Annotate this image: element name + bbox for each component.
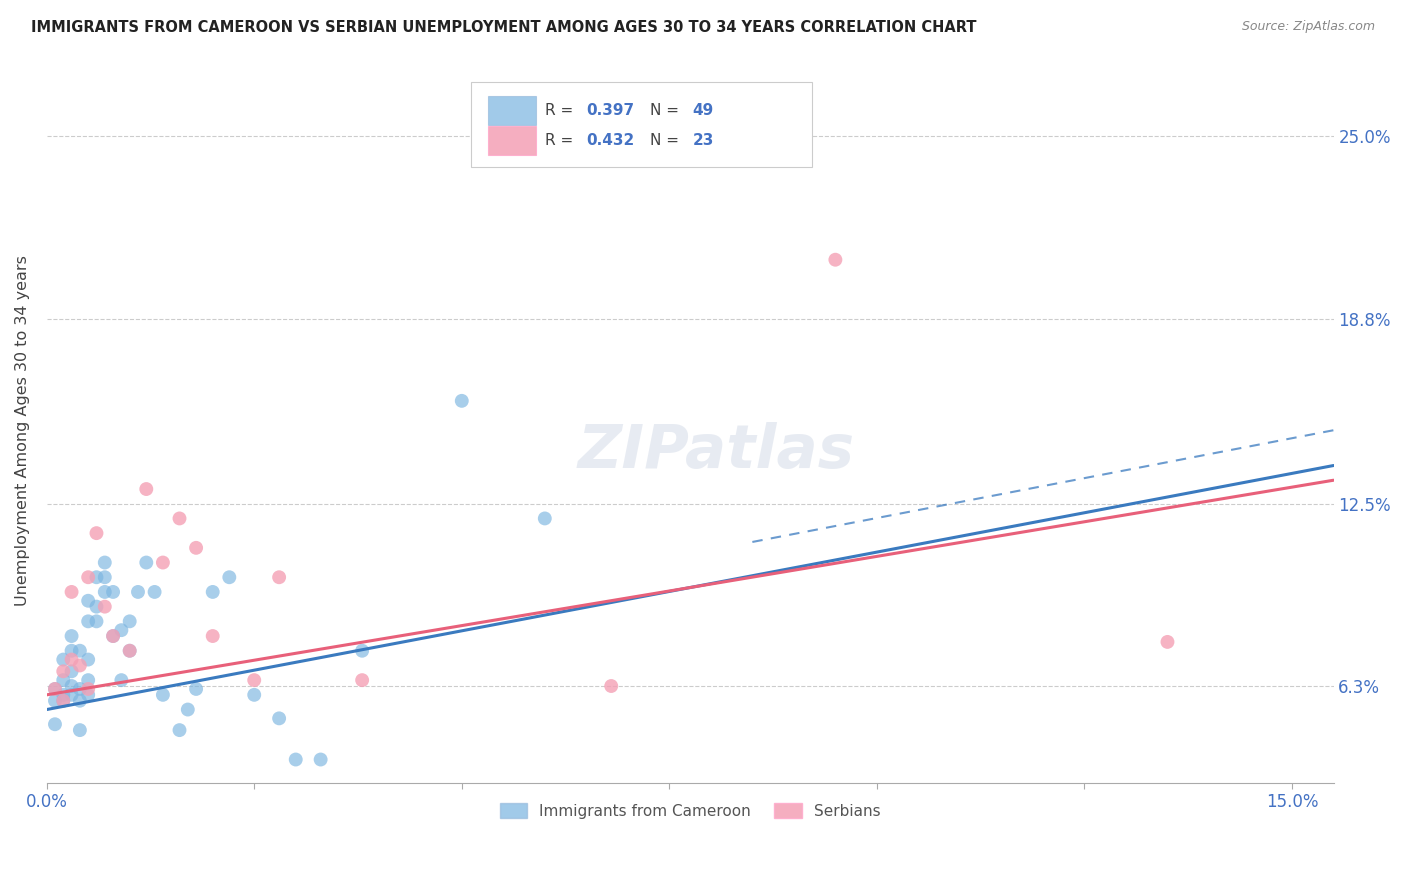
Point (118, 615, 141, 629)
Point (60, 644, 83, 658)
Text: ZIPatlas: ZIPatlas (578, 422, 855, 481)
Y-axis label: Unemployment Among Ages 30 to 34 years: Unemployment Among Ages 30 to 34 years (15, 255, 30, 606)
Point (52, 665, 75, 679)
Point (243, 673, 266, 687)
Point (600, 679, 623, 693)
Point (184, 541, 207, 555)
Point (152, 556, 174, 570)
Point (60, 652, 83, 666)
Text: Source: ZipAtlas.com: Source: ZipAtlas.com (1241, 20, 1375, 33)
Point (44, 681, 66, 696)
Point (169, 723, 191, 738)
Legend: Immigrants from Cameroon, Serbians: Immigrants from Cameroon, Serbians (494, 797, 887, 825)
Point (110, 623, 132, 637)
Text: 0.432: 0.432 (586, 133, 634, 148)
Point (94, 585, 117, 599)
Point (218, 570, 240, 584)
Point (201, 585, 224, 599)
Point (169, 511, 191, 525)
Text: R =: R = (544, 133, 578, 148)
Point (60, 629, 83, 643)
Point (177, 702, 200, 716)
Text: N =: N = (650, 103, 685, 118)
Point (77, 688, 100, 702)
Point (69, 644, 91, 658)
Point (352, 644, 374, 658)
Point (269, 711, 291, 725)
FancyBboxPatch shape (471, 82, 813, 167)
Point (44, 694, 66, 708)
Point (243, 688, 266, 702)
Point (52, 694, 75, 708)
Point (94, 599, 117, 614)
FancyBboxPatch shape (488, 96, 536, 126)
Point (60, 688, 83, 702)
Text: 0.397: 0.397 (586, 103, 634, 118)
Point (284, 752, 307, 766)
Point (201, 629, 224, 643)
Point (77, 652, 100, 666)
Point (143, 585, 166, 599)
Point (60, 679, 83, 693)
Point (44, 681, 66, 696)
Text: IMMIGRANTS FROM CAMEROON VS SERBIAN UNEMPLOYMENT AMONG AGES 30 TO 34 YEARS CORRE: IMMIGRANTS FROM CAMEROON VS SERBIAN UNEM… (31, 20, 976, 35)
Point (352, 673, 374, 687)
Point (77, 570, 100, 584)
Point (94, 570, 117, 584)
Point (52, 652, 75, 666)
Point (309, 752, 332, 766)
Point (269, 570, 291, 584)
Point (533, 511, 555, 525)
Text: 23: 23 (693, 133, 714, 148)
Point (184, 681, 207, 696)
Point (94, 556, 117, 570)
FancyBboxPatch shape (488, 126, 536, 155)
Point (69, 681, 91, 696)
Point (101, 629, 124, 643)
Point (127, 585, 149, 599)
Point (52, 673, 75, 687)
Text: N =: N = (650, 133, 685, 148)
Point (77, 681, 100, 696)
Point (69, 694, 91, 708)
Point (110, 673, 132, 687)
Point (1156, 635, 1178, 649)
Point (450, 393, 472, 408)
Point (118, 644, 141, 658)
Point (152, 688, 174, 702)
Point (86, 526, 108, 541)
Text: R =: R = (544, 103, 578, 118)
Point (86, 615, 108, 629)
Text: 49: 49 (693, 103, 714, 118)
Point (101, 585, 124, 599)
Point (86, 599, 108, 614)
Point (135, 556, 157, 570)
Point (77, 593, 100, 607)
Point (77, 673, 100, 687)
Point (77, 615, 100, 629)
Point (86, 570, 108, 584)
Point (69, 723, 91, 738)
Point (101, 629, 124, 643)
Point (69, 658, 91, 673)
Point (824, 252, 846, 267)
Point (52, 694, 75, 708)
Point (44, 717, 66, 731)
Point (118, 644, 141, 658)
Point (60, 665, 83, 679)
Point (52, 688, 75, 702)
Point (60, 585, 83, 599)
Point (135, 482, 157, 496)
